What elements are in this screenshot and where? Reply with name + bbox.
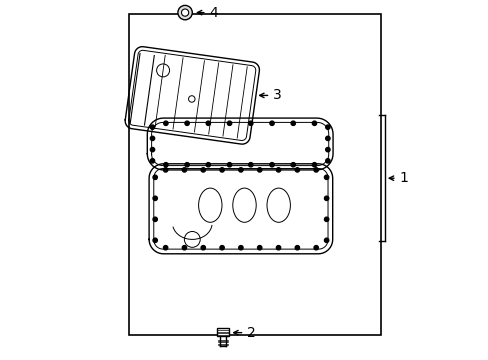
Text: 2: 2 bbox=[247, 326, 256, 339]
Circle shape bbox=[238, 168, 243, 172]
Text: 4: 4 bbox=[209, 6, 218, 19]
Circle shape bbox=[150, 125, 154, 129]
Circle shape bbox=[182, 246, 186, 250]
Circle shape bbox=[150, 136, 154, 140]
Circle shape bbox=[312, 163, 316, 167]
Circle shape bbox=[206, 121, 210, 125]
Circle shape bbox=[163, 168, 167, 172]
Circle shape bbox=[238, 246, 243, 250]
Circle shape bbox=[248, 163, 252, 167]
Circle shape bbox=[184, 163, 189, 167]
Circle shape bbox=[150, 148, 154, 152]
Circle shape bbox=[324, 175, 328, 180]
Circle shape bbox=[163, 246, 167, 250]
Circle shape bbox=[201, 168, 205, 172]
Circle shape bbox=[295, 168, 299, 172]
Circle shape bbox=[184, 121, 189, 125]
Bar bbox=[217, 328, 228, 336]
Text: 3: 3 bbox=[273, 89, 282, 102]
Circle shape bbox=[269, 163, 274, 167]
Circle shape bbox=[248, 121, 252, 125]
Circle shape bbox=[324, 196, 328, 201]
Circle shape bbox=[324, 238, 328, 243]
Circle shape bbox=[153, 196, 157, 201]
Circle shape bbox=[220, 246, 224, 250]
Circle shape bbox=[227, 121, 231, 125]
Circle shape bbox=[163, 163, 168, 167]
Circle shape bbox=[325, 159, 329, 163]
Circle shape bbox=[220, 168, 224, 172]
Circle shape bbox=[312, 121, 316, 125]
Circle shape bbox=[257, 246, 262, 250]
Circle shape bbox=[290, 163, 295, 167]
Circle shape bbox=[153, 217, 157, 221]
Circle shape bbox=[206, 163, 210, 167]
Circle shape bbox=[201, 246, 205, 250]
Circle shape bbox=[227, 163, 231, 167]
Circle shape bbox=[295, 246, 299, 250]
Circle shape bbox=[313, 168, 318, 172]
Circle shape bbox=[290, 121, 295, 125]
Circle shape bbox=[325, 148, 329, 152]
Circle shape bbox=[276, 246, 280, 250]
Circle shape bbox=[269, 121, 274, 125]
Text: 1: 1 bbox=[399, 171, 407, 185]
Circle shape bbox=[153, 238, 157, 243]
Circle shape bbox=[181, 9, 188, 16]
Circle shape bbox=[163, 121, 168, 125]
Circle shape bbox=[325, 125, 329, 129]
Circle shape bbox=[313, 246, 318, 250]
Circle shape bbox=[182, 168, 186, 172]
Circle shape bbox=[325, 136, 329, 140]
Circle shape bbox=[150, 159, 154, 163]
Circle shape bbox=[178, 5, 192, 20]
Bar bbox=[129, 14, 381, 335]
Circle shape bbox=[153, 175, 157, 180]
Circle shape bbox=[276, 168, 280, 172]
Circle shape bbox=[257, 168, 262, 172]
Circle shape bbox=[324, 217, 328, 221]
